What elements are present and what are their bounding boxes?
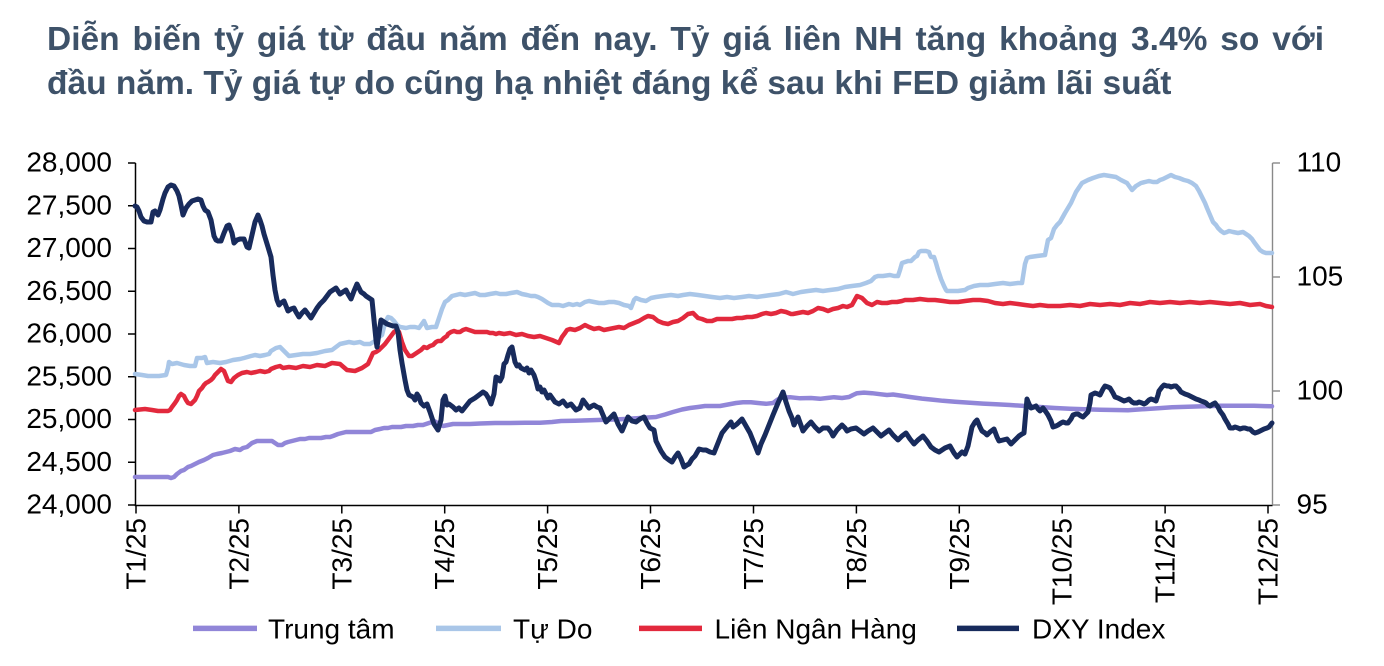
svg-text:Tự Do: Tự Do <box>513 613 592 644</box>
svg-text:T12/25: T12/25 <box>1253 518 1284 605</box>
svg-text:100: 100 <box>1297 375 1344 406</box>
svg-text:28,000: 28,000 <box>26 147 112 178</box>
svg-text:T10/25: T10/25 <box>1047 518 1078 605</box>
svg-text:T11/25: T11/25 <box>1150 518 1181 603</box>
svg-text:T7/25: T7/25 <box>738 518 769 590</box>
svg-text:DXY Index: DXY Index <box>1032 613 1165 644</box>
svg-text:Trung tâm: Trung tâm <box>268 613 395 644</box>
svg-text:27,500: 27,500 <box>26 189 112 220</box>
svg-text:95: 95 <box>1297 489 1328 520</box>
svg-text:24,000: 24,000 <box>26 489 112 520</box>
svg-text:26,000: 26,000 <box>26 318 112 349</box>
svg-text:24,500: 24,500 <box>26 446 112 477</box>
svg-text:T1/25: T1/25 <box>121 518 152 590</box>
svg-text:Liên Ngân Hàng: Liên Ngân Hàng <box>715 613 917 644</box>
svg-text:T4/25: T4/25 <box>429 518 460 590</box>
svg-text:105: 105 <box>1297 261 1344 292</box>
svg-text:T6/25: T6/25 <box>635 518 666 590</box>
svg-text:25,500: 25,500 <box>26 360 112 391</box>
svg-text:110: 110 <box>1297 147 1342 178</box>
svg-text:T2/25: T2/25 <box>223 518 254 590</box>
svg-text:26,500: 26,500 <box>26 275 112 306</box>
svg-text:T9/25: T9/25 <box>944 518 975 590</box>
svg-text:T8/25: T8/25 <box>841 518 872 590</box>
svg-text:25,000: 25,000 <box>26 403 112 434</box>
svg-text:27,000: 27,000 <box>26 232 112 263</box>
svg-text:T3/25: T3/25 <box>326 518 357 590</box>
svg-text:T5/25: T5/25 <box>532 518 563 590</box>
